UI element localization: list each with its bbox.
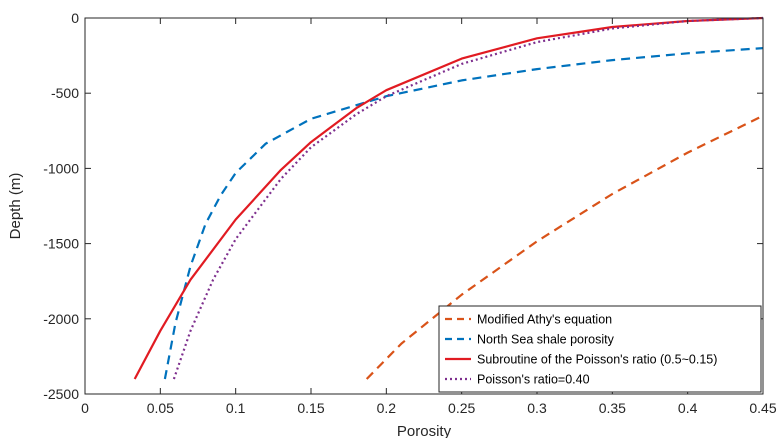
x-tick-label: 0.1	[226, 400, 246, 416]
series-line-2	[133, 16, 764, 380]
x-tick-label: 0.4	[678, 400, 698, 416]
x-tick-label: 0.3	[527, 400, 547, 416]
legend-label: Subroutine of the Poisson's ratio (0.5~0…	[477, 353, 717, 367]
legend-label: Poisson's ratio=0.40	[477, 373, 590, 387]
legend-box	[438, 305, 762, 393]
y-axis-label: Depth (m)	[7, 173, 24, 240]
series-line-3	[172, 16, 764, 380]
y-tick-label: -1000	[43, 160, 79, 176]
x-tick-label: 0	[81, 400, 89, 416]
legend-label: North Sea shale porosity	[477, 333, 615, 347]
legend-label: Modified Athy's equation	[477, 313, 612, 327]
series-line-0	[365, 114, 764, 380]
legend: Modified Athy's equation North Sea shale …	[438, 305, 762, 393]
y-tick-label: -2000	[43, 311, 79, 327]
x-tick-label: 0.25	[448, 400, 475, 416]
y-tick-label: -1500	[43, 236, 79, 252]
y-tick-label: -2500	[43, 386, 79, 402]
x-tick-label: 0.05	[147, 400, 174, 416]
axes-box	[84, 17, 764, 395]
axes-layer: 0 0.05 0.1 0.15 0.2 0.25 0.3 0.35 0.4 0.45 0 -500 -1…	[43, 10, 777, 416]
y-tick-label: -500	[51, 85, 79, 101]
x-tick-label: 0.35	[599, 400, 626, 416]
x-tick-label: 0.15	[297, 400, 324, 416]
x-axis-label: Porosity	[397, 423, 452, 438]
y-tick-label: 0	[71, 10, 79, 26]
x-tick-label: 0.45	[749, 400, 776, 416]
series-layer	[133, 16, 764, 380]
x-tick-label: 0.2	[377, 400, 397, 416]
series-line-1	[163, 47, 764, 380]
